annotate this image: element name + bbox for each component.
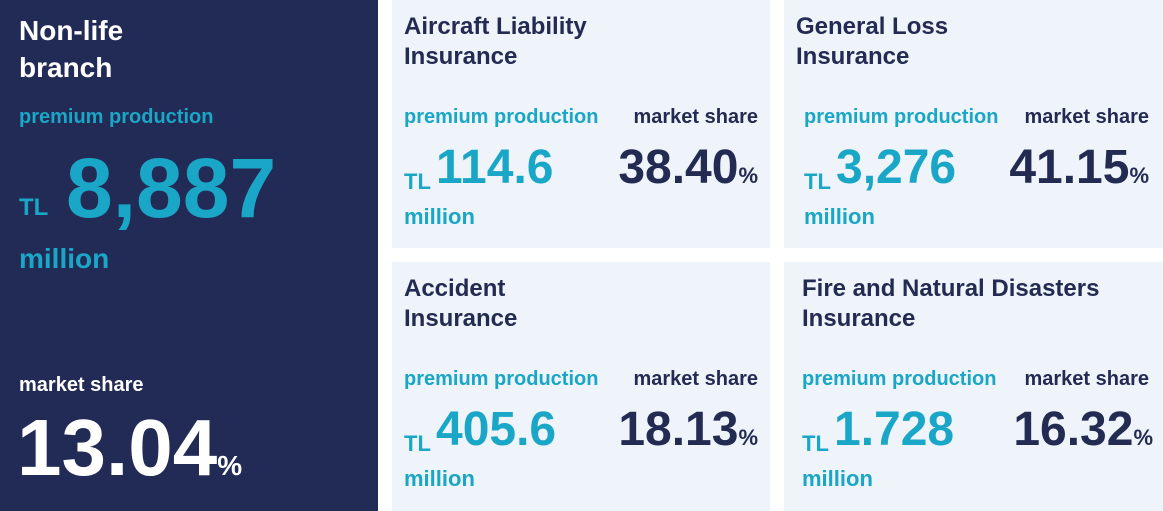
market-share-label: market share [1024, 106, 1149, 128]
percent-sign: % [1129, 163, 1149, 188]
card-title: Accident Insurance [404, 274, 517, 334]
card-general-loss: General Loss Insurance premium productio… [784, 0, 1163, 248]
premium-value: 405.6 [436, 403, 557, 456]
premium-label: premium production [804, 106, 999, 128]
unit-label: million [404, 466, 475, 491]
premium-value: 3,276 [836, 141, 957, 194]
market-share-number: 41.15 [1009, 141, 1130, 194]
main-title: Non-life branch [19, 12, 123, 86]
non-life-branch-card: Non-life branch premium production TL 8,… [0, 0, 378, 511]
percent-sign: % [738, 425, 758, 450]
unit-label: million [404, 204, 475, 229]
market-share-label: market share [633, 368, 758, 390]
market-share-number: 38.40 [618, 141, 739, 194]
main-market-share-number: 13.04 [17, 403, 218, 492]
market-share-value: 18.13% [618, 406, 758, 454]
card-title-line1: General Loss [796, 13, 949, 40]
card-title-line2: Insurance [404, 43, 518, 70]
unit-label: million [804, 204, 875, 229]
main-title-line2: branch [19, 52, 113, 83]
card-title-line1: Aircraft Liability [404, 13, 587, 40]
card-title-line1: Accident [404, 275, 506, 302]
card-fire-natural-disasters: Fire and Natural Disasters Insurance pre… [784, 262, 1163, 511]
currency-label: TL [404, 169, 431, 194]
card-title-line2: Insurance [802, 305, 916, 332]
unit-label: million [802, 466, 873, 491]
currency-label: TL [404, 431, 431, 456]
card-aircraft-liability: Aircraft Liability Insurance premium pro… [392, 0, 770, 248]
percent-sign: % [1133, 425, 1153, 450]
main-premium-label: premium production [19, 106, 214, 128]
card-title-line2: Insurance [404, 305, 518, 332]
card-title: Aircraft Liability Insurance [404, 12, 587, 72]
premium-label: premium production [404, 106, 599, 128]
market-share-value: 41.15% [1009, 144, 1149, 192]
currency-label: TL [802, 431, 829, 456]
percent-sign: % [738, 163, 758, 188]
premium-value: 1.728 [834, 403, 955, 456]
market-share-label: market share [1024, 368, 1149, 390]
main-title-line1: Non-life [19, 15, 124, 46]
card-accident: Accident Insurance premium production ma… [392, 262, 770, 511]
card-title: General Loss Insurance [796, 12, 948, 72]
market-share-value: 38.40% [618, 144, 758, 192]
market-share-label: market share [633, 106, 758, 128]
market-share-number: 16.32 [1013, 403, 1134, 456]
premium-label: premium production [404, 368, 599, 390]
main-market-share-label: market share [19, 374, 144, 396]
market-share-number: 18.13 [618, 403, 739, 456]
main-premium-value: 8,887 [66, 141, 277, 235]
card-title-line1: Fire and Natural Disasters [802, 275, 1100, 302]
main-market-share-value: 13.04% [17, 408, 242, 488]
card-title-line2: Insurance [796, 43, 910, 70]
main-currency: TL [19, 194, 49, 221]
market-share-value: 16.32% [1013, 406, 1153, 454]
currency-label: TL [804, 169, 831, 194]
premium-label: premium production [802, 368, 997, 390]
main-unit: million [19, 243, 110, 274]
main-percent-sign: % [217, 450, 243, 481]
card-title: Fire and Natural Disasters Insurance [802, 274, 1099, 334]
premium-value: 114.6 [436, 141, 554, 194]
